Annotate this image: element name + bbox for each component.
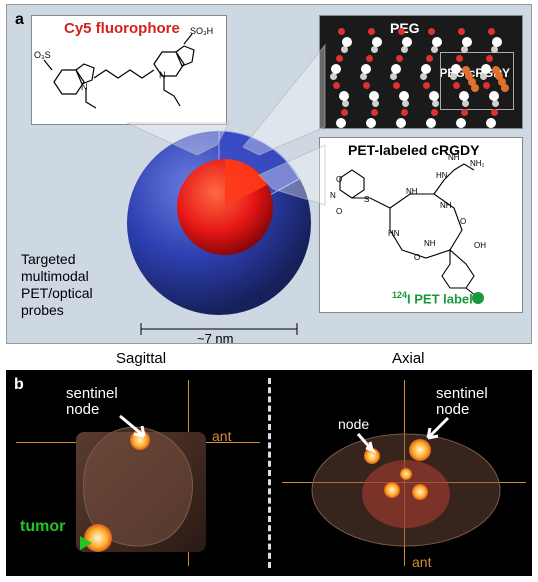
arrow-node-icon xyxy=(356,432,378,454)
label-sentinel-left: sentinel node xyxy=(66,386,118,418)
panel-b: b sentinel node sentinel node node tumor xyxy=(6,370,532,576)
pet-hotspot xyxy=(412,484,428,500)
panel-b-letter: b xyxy=(14,376,24,394)
arrow-tumor-icon xyxy=(20,534,94,552)
svg-text:N: N xyxy=(159,70,166,80)
iodine-atom-icon xyxy=(472,292,484,304)
pet-hotspot xyxy=(384,482,400,498)
svg-text:N: N xyxy=(330,191,336,200)
inset-pet: PET-labeled cRGDY NHNH₂HN NHNHHN NHSO xyxy=(319,137,523,313)
svg-text:HN: HN xyxy=(436,171,448,180)
label-ant-2: ant xyxy=(412,554,431,570)
svg-text:N: N xyxy=(81,82,88,92)
svg-text:NH: NH xyxy=(440,201,452,210)
peg-title: PEG xyxy=(390,20,420,36)
so3-1: O₃S xyxy=(34,50,51,60)
svg-text:S: S xyxy=(364,195,369,204)
svg-text:O: O xyxy=(460,217,466,226)
nanoparticle-sphere: ~7 nm xyxy=(127,131,311,315)
svg-text:O: O xyxy=(414,253,420,262)
pet-tracer: 124I PET label xyxy=(392,290,473,306)
label-sentinel-right: sentinel node xyxy=(436,386,488,418)
svg-text:OH: OH xyxy=(474,241,486,250)
svg-text:O: O xyxy=(336,207,342,216)
inset-fluorophore: Cy5 fluorophore O₃S SO₃H N xyxy=(31,15,227,125)
so3-2: SO₃H xyxy=(190,26,213,36)
svg-text:NH₂: NH₂ xyxy=(470,159,485,168)
probe-caption: Targeted multimodal PET/optical probes xyxy=(21,251,131,319)
svg-text:NH: NH xyxy=(424,239,436,248)
inset-peg: PEG PEG-cRGDY xyxy=(319,15,523,129)
label-ant-1: ant xyxy=(212,428,231,444)
panel-a: a Cy5 fluorophore O₃S xyxy=(6,4,532,344)
axial-outline-icon xyxy=(306,424,506,554)
pet-hotspot xyxy=(400,468,412,480)
arrow-sentinel-right-icon xyxy=(424,416,452,444)
svg-text:NH: NH xyxy=(448,153,460,162)
view-axial: Axial xyxy=(392,350,425,367)
figure-root: a Cy5 fluorophore O₃S xyxy=(0,0,538,582)
view-sagittal: Sagittal xyxy=(116,350,166,367)
svg-text:NH: NH xyxy=(406,187,418,196)
svg-text:O: O xyxy=(336,175,342,184)
panel-a-letter: a xyxy=(15,11,24,29)
divider-dash xyxy=(268,378,271,568)
svg-text:HN: HN xyxy=(388,229,400,238)
label-node: node xyxy=(338,416,369,432)
arrow-sentinel-left-icon xyxy=(118,414,150,442)
crgdy-structure-icon: NHNH₂HN NHNHHN NHSO ONO OOH xyxy=(320,138,524,314)
scale-label: ~7 nm xyxy=(197,331,234,346)
fluorophore-structure-icon: O₃S SO₃H N N xyxy=(32,16,228,126)
